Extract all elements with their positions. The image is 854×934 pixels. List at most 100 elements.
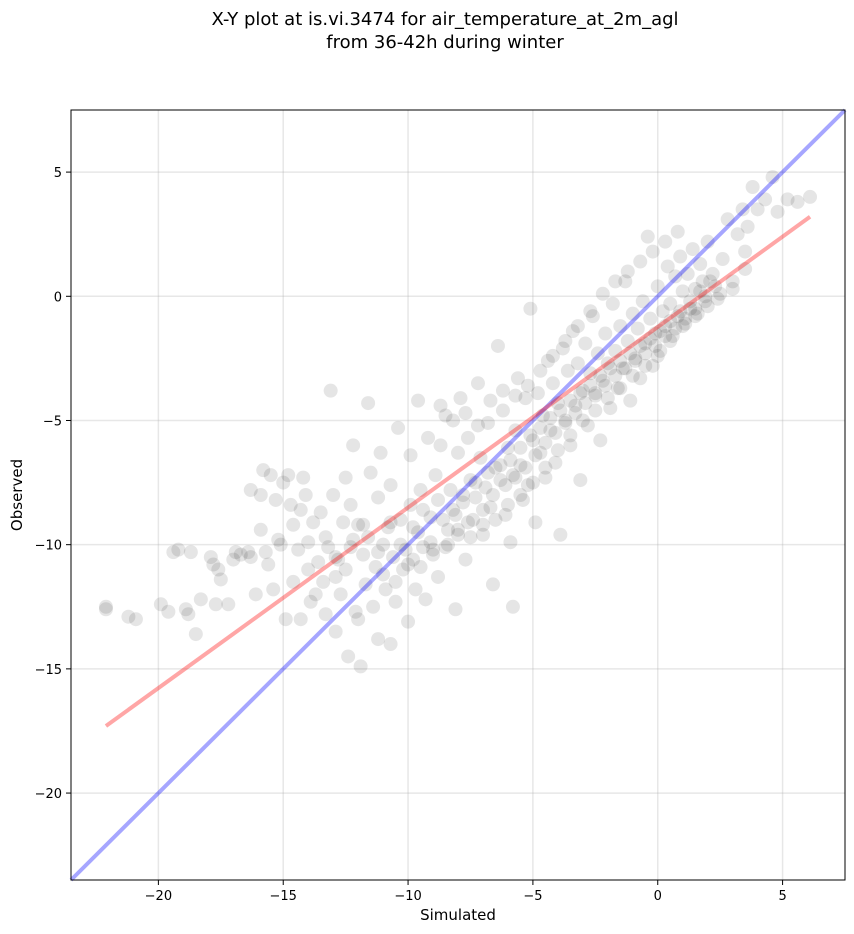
scatter-point	[366, 599, 381, 614]
scatter-point	[600, 391, 615, 406]
scatter-point	[608, 274, 623, 289]
scatter-point	[603, 401, 618, 416]
y-axis-label: Observed	[8, 459, 26, 531]
scatter-point	[678, 316, 693, 331]
scatter-point	[505, 468, 520, 483]
scatter-point	[593, 368, 608, 383]
regression-line	[104, 215, 812, 728]
scatter-point	[538, 460, 553, 475]
scatter-point	[423, 535, 438, 550]
scatter-point	[550, 443, 565, 458]
scatter-point	[98, 599, 113, 614]
scatter-point	[553, 527, 568, 542]
scatter-point	[518, 391, 533, 406]
scatter-point	[371, 632, 386, 647]
scatter-point	[426, 547, 441, 562]
scatter-point	[373, 445, 388, 460]
scatter-point	[675, 319, 690, 334]
scatter-point	[453, 391, 468, 406]
scatter-point	[690, 306, 705, 321]
scatter-point	[446, 502, 461, 517]
scatter-point	[211, 562, 226, 577]
scatter-point	[708, 279, 723, 294]
scatter-point	[268, 492, 283, 507]
scatter-point	[346, 438, 361, 453]
scatter-point	[480, 465, 495, 480]
scatter-point	[193, 592, 208, 607]
scatter-point	[473, 450, 488, 465]
scatter-point	[460, 515, 475, 530]
scatter-point	[693, 257, 708, 271]
scatter-point	[675, 284, 690, 299]
scatter-point	[663, 334, 678, 348]
scatter-point	[688, 309, 703, 324]
scatter-point	[538, 435, 553, 450]
scatter-point	[643, 331, 658, 346]
grid	[71, 110, 845, 880]
fit-lines	[69, 108, 847, 882]
scatter-point	[608, 343, 623, 358]
scatter-point	[563, 428, 578, 443]
scatter-point	[605, 296, 620, 311]
scatter-point	[508, 470, 523, 485]
scatter-point	[530, 386, 545, 401]
scatter-point	[318, 530, 333, 545]
scatter-point	[625, 368, 640, 383]
scatter-point	[640, 229, 655, 244]
scatter-point	[243, 550, 258, 565]
scatter-point	[660, 259, 675, 274]
scatter-point	[433, 438, 448, 453]
scatter-point	[358, 577, 373, 592]
scatter-point	[533, 445, 548, 460]
scatter-point	[683, 294, 698, 309]
scatter-point	[381, 520, 396, 535]
scatter-point	[428, 468, 443, 483]
scatter-point	[593, 433, 608, 448]
y-tick-label: −10	[35, 539, 62, 554]
scatter-point	[545, 376, 560, 391]
scatter-point	[533, 363, 548, 378]
scatter-point	[468, 490, 483, 505]
scatter-point	[588, 388, 603, 403]
scatter-point	[166, 545, 181, 560]
x-tick-label: −15	[270, 889, 297, 904]
scatter-point	[633, 371, 648, 386]
scatter-point	[338, 470, 353, 485]
scatter-point	[286, 574, 301, 589]
scatter-point	[266, 582, 281, 597]
scatter-point	[488, 460, 503, 475]
scatter-point	[705, 266, 720, 281]
scatter-point	[518, 460, 533, 475]
scatter-point	[505, 599, 520, 614]
scatter-point	[500, 497, 515, 512]
scatter-point	[296, 470, 311, 485]
scatter-point	[770, 204, 785, 219]
scatter-point	[580, 418, 595, 433]
scatter-point	[523, 301, 538, 316]
scatter-point	[565, 324, 580, 339]
scatter-point	[243, 483, 258, 498]
scatter-point	[346, 532, 361, 547]
scatter-point	[570, 356, 585, 371]
scatter-point	[618, 274, 633, 289]
scatter-point	[248, 587, 263, 602]
scatter-point	[495, 403, 510, 418]
scatter-point	[431, 492, 446, 507]
scatter-point	[426, 542, 441, 557]
x-tick-label: 0	[654, 889, 662, 904]
scatter-point	[286, 517, 301, 532]
scatter-point	[725, 274, 740, 289]
scatter-point	[490, 338, 505, 353]
scatter-point	[293, 502, 308, 517]
scatter-point	[368, 560, 383, 575]
scatter-point	[623, 346, 638, 361]
scatter-point	[278, 612, 293, 627]
scatter-point	[520, 478, 535, 493]
scatter-point	[693, 284, 708, 299]
scatter-point	[406, 552, 421, 567]
scatter-point	[620, 264, 635, 279]
scatter-point	[475, 527, 490, 542]
scatter-point	[226, 552, 241, 567]
scatter-point	[298, 488, 313, 502]
